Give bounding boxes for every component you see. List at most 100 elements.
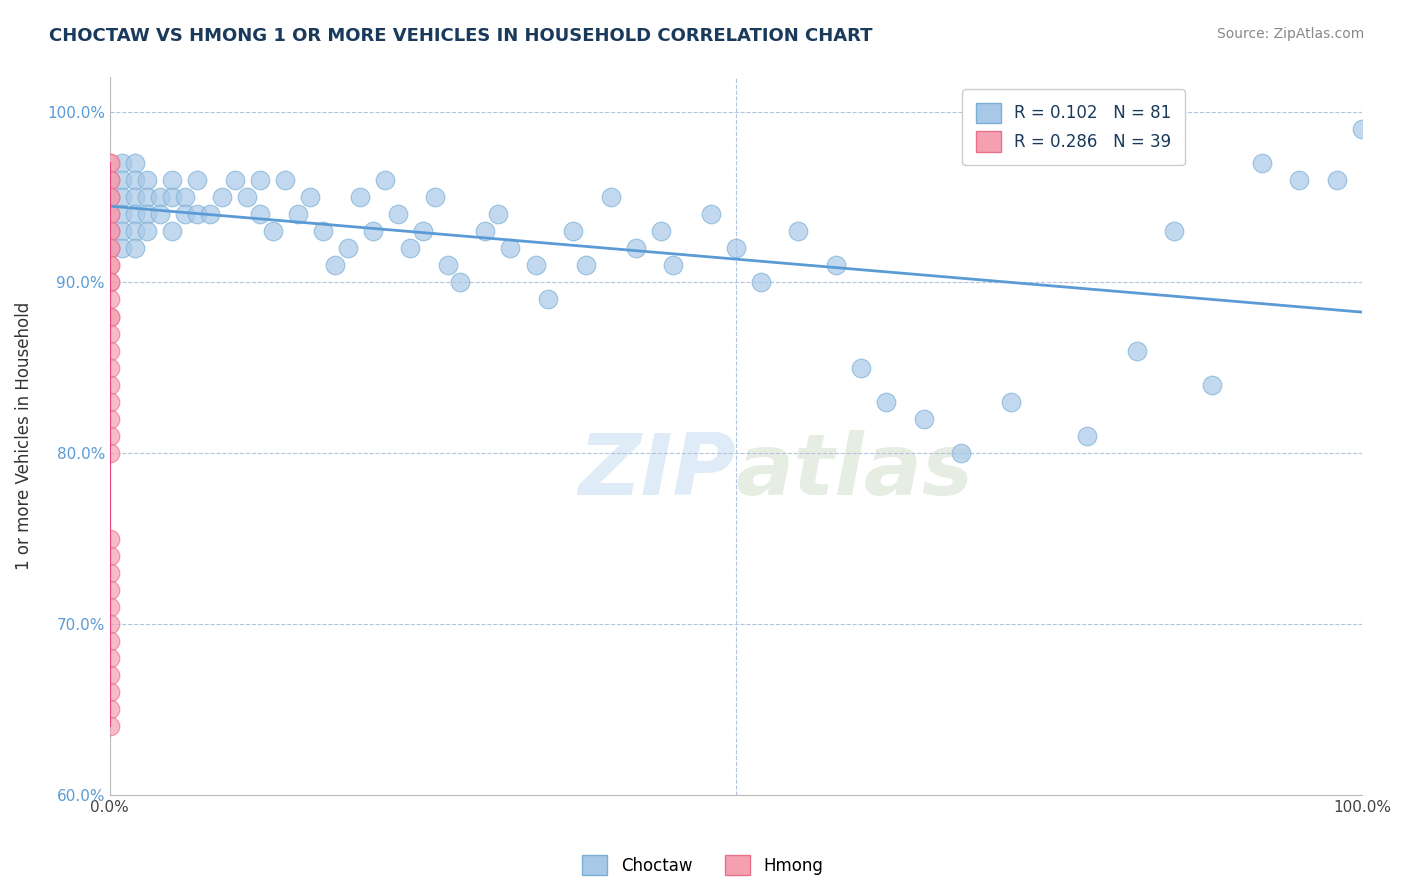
Point: [562, 224, 585, 238]
Point: [98, 207, 121, 221]
Point: [224, 173, 246, 187]
Point: [186, 173, 208, 187]
Point: [825, 258, 848, 272]
Point: [98, 719, 121, 733]
Point: [98, 190, 121, 204]
Point: [98, 241, 121, 255]
Point: [162, 173, 184, 187]
Point: [124, 173, 146, 187]
Point: [98, 173, 121, 187]
Point: [98, 651, 121, 665]
Point: [111, 190, 134, 204]
Point: [98, 276, 121, 290]
Point: [149, 190, 172, 204]
Legend: R = 0.102   N = 81, R = 0.286   N = 39: R = 0.102 N = 81, R = 0.286 N = 39: [962, 89, 1185, 165]
Point: [98, 156, 121, 170]
Point: [336, 241, 359, 255]
Point: [149, 207, 172, 221]
Point: [98, 429, 121, 443]
Point: [111, 173, 134, 187]
Point: [162, 224, 184, 238]
Point: [162, 190, 184, 204]
Point: [173, 207, 195, 221]
Point: [387, 207, 409, 221]
Point: [349, 190, 371, 204]
Point: [98, 224, 121, 238]
Point: [98, 258, 121, 272]
Point: [98, 276, 121, 290]
Point: [274, 173, 297, 187]
Text: Source: ZipAtlas.com: Source: ZipAtlas.com: [1216, 27, 1364, 41]
Point: [624, 241, 647, 255]
Point: [136, 190, 159, 204]
Point: [98, 377, 121, 392]
Point: [98, 156, 121, 170]
Point: [374, 173, 396, 187]
Point: [98, 532, 121, 546]
Y-axis label: 1 or more Vehicles in Household: 1 or more Vehicles in Household: [15, 302, 32, 570]
Point: [98, 702, 121, 716]
Point: [98, 293, 121, 307]
Point: [98, 310, 121, 324]
Point: [950, 446, 973, 460]
Point: [249, 207, 271, 221]
Point: [98, 668, 121, 682]
Point: [287, 207, 309, 221]
Point: [198, 207, 221, 221]
Point: [136, 207, 159, 221]
Point: [1000, 395, 1022, 409]
Point: [724, 241, 747, 255]
Point: [474, 224, 496, 238]
Point: [323, 258, 346, 272]
Point: [524, 258, 547, 272]
Point: [98, 634, 121, 648]
Point: [124, 207, 146, 221]
Point: [749, 276, 772, 290]
Point: [98, 224, 121, 238]
Point: [136, 173, 159, 187]
Point: [412, 224, 434, 238]
Point: [262, 224, 284, 238]
Point: [98, 326, 121, 341]
Point: [186, 207, 208, 221]
Point: [1326, 173, 1348, 187]
Point: [1351, 121, 1374, 136]
Point: [98, 566, 121, 580]
Point: [98, 207, 121, 221]
Point: [1125, 343, 1147, 358]
Point: [173, 190, 195, 204]
Point: [124, 156, 146, 170]
Point: [236, 190, 259, 204]
Point: [499, 241, 522, 255]
Point: [449, 276, 471, 290]
Point: [98, 412, 121, 426]
Point: [98, 207, 121, 221]
Point: [98, 224, 121, 238]
Point: [399, 241, 422, 255]
Point: [98, 599, 121, 614]
Point: [98, 685, 121, 699]
Point: [98, 343, 121, 358]
Point: [1076, 429, 1098, 443]
Point: [875, 395, 897, 409]
Point: [124, 224, 146, 238]
Point: [98, 173, 121, 187]
Point: [98, 549, 121, 563]
Point: [111, 156, 134, 170]
Point: [98, 582, 121, 597]
Point: [575, 258, 598, 272]
Point: [912, 412, 935, 426]
Point: [537, 293, 560, 307]
Legend: Choctaw, Hmong: Choctaw, Hmong: [575, 848, 831, 882]
Point: [311, 224, 333, 238]
Point: [98, 258, 121, 272]
Point: [98, 173, 121, 187]
Point: [425, 190, 447, 204]
Point: [98, 310, 121, 324]
Point: [98, 616, 121, 631]
Text: ZIP: ZIP: [578, 431, 735, 514]
Point: [111, 207, 134, 221]
Point: [111, 224, 134, 238]
Point: [211, 190, 233, 204]
Point: [650, 224, 672, 238]
